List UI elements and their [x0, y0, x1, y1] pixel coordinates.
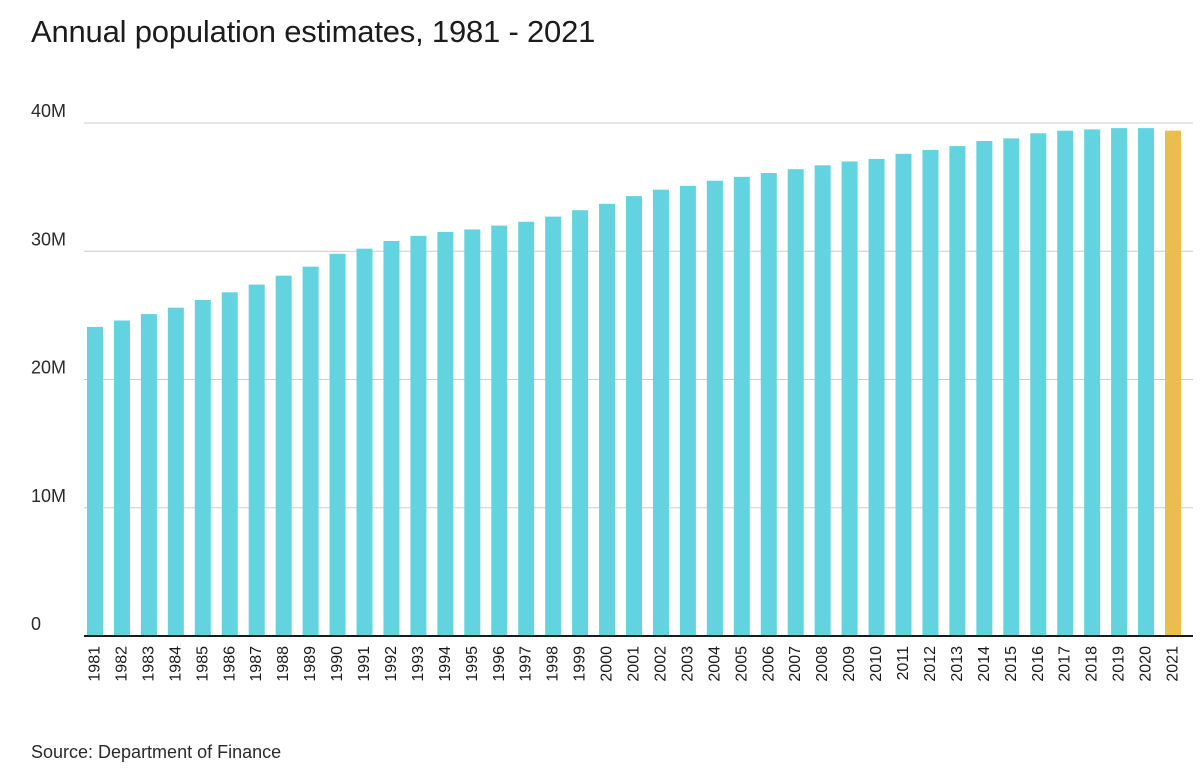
x-tick-label: 1991: [356, 646, 373, 682]
x-tick-label: 2017: [1057, 646, 1074, 682]
bar-1995: [464, 229, 481, 636]
bar-1983: [140, 314, 157, 636]
bar-1984: [167, 307, 184, 636]
bar-2003: [679, 185, 696, 636]
bar-1999: [572, 210, 589, 636]
bar-2011: [895, 153, 912, 636]
x-tick-label: 2006: [760, 646, 777, 682]
bar-1993: [410, 235, 427, 637]
bar-2010: [868, 158, 885, 636]
x-axis-tick-labels: 1981 1982 1983 1984 1985 1986 1987 1988 1989 1990…: [87, 646, 1182, 682]
bar-1989: [302, 266, 319, 636]
x-tick-label: 2002: [652, 646, 669, 682]
x-tick-label: 2021: [1165, 646, 1182, 682]
bar-1991: [356, 248, 373, 636]
bar-1994: [437, 232, 454, 636]
bar-2005: [733, 176, 750, 636]
bar-2004: [706, 180, 723, 636]
x-tick-label: 2014: [976, 646, 993, 682]
x-tick-label: 2012: [922, 646, 939, 682]
x-tick-label: 2001: [626, 646, 643, 682]
bar-2017: [1057, 130, 1074, 636]
x-tick-label: 1988: [275, 646, 292, 682]
x-tick-label: 2000: [599, 646, 616, 682]
x-tick-label: 2013: [949, 646, 966, 682]
x-tick-label: 1990: [329, 646, 346, 682]
x-tick-label: 2005: [733, 646, 750, 682]
bar-2006: [760, 173, 777, 636]
bar-2007: [787, 169, 804, 637]
y-tick-label: 20M: [31, 358, 66, 378]
x-tick-label: 1993: [410, 646, 427, 682]
bar-1981: [87, 326, 103, 636]
x-tick-label: 1992: [383, 646, 400, 682]
y-tick-label: 10M: [31, 486, 66, 506]
y-tick-label: 0: [31, 614, 41, 634]
x-tick-label: 2015: [1003, 646, 1020, 682]
x-tick-label: 1984: [167, 646, 184, 682]
x-tick-label: 1982: [113, 646, 130, 682]
y-axis-tick-labels: 0 10M 20M 30M 40M: [31, 101, 66, 634]
bar-2002: [652, 189, 669, 636]
bar-2015: [1003, 138, 1020, 636]
x-tick-label: 1986: [221, 646, 238, 682]
bar-2012: [922, 149, 939, 636]
x-tick-label: 2019: [1111, 646, 1128, 682]
bar-1998: [545, 216, 562, 636]
bars: [87, 128, 1181, 637]
x-tick-label: 1987: [248, 646, 265, 682]
bar-2013: [949, 146, 966, 636]
bar-2009: [841, 161, 858, 636]
bar-2001: [626, 196, 642, 636]
bar-2016: [1030, 133, 1047, 636]
bar-2014: [976, 140, 993, 636]
x-tick-label: 2020: [1138, 646, 1155, 682]
x-tick-label: 2010: [868, 646, 885, 682]
x-tick-label: 2004: [706, 646, 723, 682]
x-tick-label: 2016: [1030, 646, 1047, 682]
y-tick-label: 30M: [31, 229, 66, 249]
bar-1996: [491, 225, 508, 636]
x-tick-label: 2003: [679, 646, 696, 682]
x-tick-label: 1983: [140, 646, 157, 682]
bar-1988: [275, 275, 292, 636]
bar-2018: [1084, 129, 1101, 636]
x-tick-label: 1998: [545, 646, 562, 682]
bar-1987: [248, 284, 265, 636]
chart-title: Annual population estimates, 1981 - 2021: [31, 14, 596, 49]
bar-2008: [814, 165, 831, 636]
bar-2019: [1111, 128, 1128, 636]
bar-1985: [194, 299, 211, 636]
y-tick-label: 40M: [31, 101, 66, 121]
x-tick-label: 1995: [464, 646, 481, 682]
bar-1990: [329, 253, 346, 636]
x-tick-label: 2008: [814, 646, 831, 682]
bar-1982: [113, 320, 130, 636]
x-tick-label: 2009: [841, 646, 858, 682]
bar-2000: [599, 203, 616, 637]
bar-2020: [1138, 128, 1155, 636]
x-tick-label: 2011: [895, 646, 912, 681]
x-tick-label: 2018: [1084, 646, 1101, 682]
x-tick-label: 1981: [87, 646, 104, 682]
x-tick-label: 1997: [518, 646, 535, 682]
bar-2021: [1165, 130, 1181, 636]
x-tick-label: 1985: [194, 646, 211, 682]
x-tick-label: 1994: [437, 646, 454, 682]
x-tick-label: 1989: [302, 646, 319, 682]
x-tick-label: 1999: [572, 646, 589, 682]
x-tick-label: 1996: [491, 646, 508, 682]
bar-1986: [221, 292, 238, 636]
bar-1992: [383, 240, 400, 637]
bar-1997: [518, 221, 535, 636]
source-note: Source: Department of Finance: [31, 742, 282, 762]
x-tick-label: 2007: [787, 646, 804, 682]
